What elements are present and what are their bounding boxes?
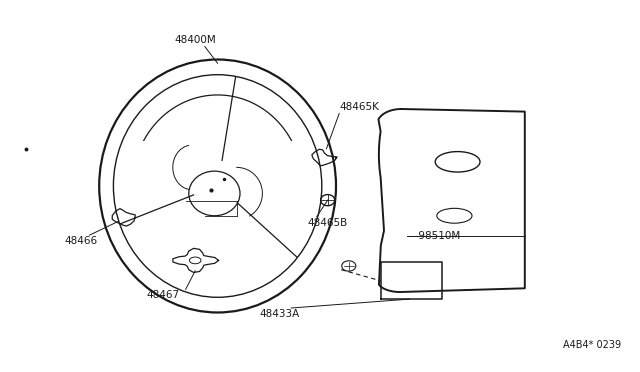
Text: A4B4* 0239: A4B4* 0239: [563, 340, 621, 350]
Text: 48467: 48467: [147, 290, 180, 300]
Text: 48400M: 48400M: [174, 35, 216, 45]
Text: 48465B: 48465B: [307, 218, 348, 228]
Text: 48466: 48466: [64, 236, 97, 246]
Text: —98510M: —98510M: [408, 231, 461, 241]
Text: 48433A: 48433A: [259, 309, 300, 319]
Text: 48465K: 48465K: [339, 102, 379, 112]
